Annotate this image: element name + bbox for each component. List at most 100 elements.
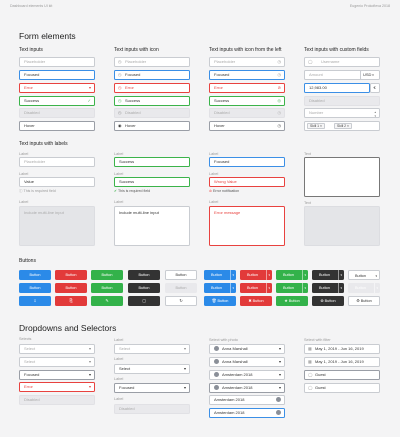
split-button-2-5[interactable]: Button ▾: [348, 283, 380, 293]
labelled-placeholder-input[interactable]: Placeholder: [19, 157, 95, 167]
value-input[interactable]: 12,983.00: [304, 83, 370, 93]
filter-select-2[interactable]: ▦ May 1, 2019 - Jun 16, 2019: [304, 357, 380, 367]
label-4: Label: [114, 152, 124, 156]
split-button-1-2[interactable]: Button ▾: [240, 270, 272, 280]
icon-button-2[interactable]: ✖ Button: [240, 296, 272, 306]
multiline-input[interactable]: Include multi-line input: [114, 206, 190, 246]
skill-tag-2[interactable]: Skill 2 ×: [334, 123, 352, 129]
photo-select-2[interactable]: Anna Marshall ▾: [209, 357, 285, 367]
labelled-select-focused[interactable]: Focused ▾: [114, 383, 190, 393]
button-3-1[interactable]: ⇩: [19, 296, 51, 306]
input-value: Disabled: [214, 110, 230, 115]
labelled-error-input[interactable]: Wrong Value: [209, 177, 285, 187]
icon-left-error-input[interactable]: Error ⊘: [209, 83, 285, 93]
button-1-1[interactable]: Button: [19, 270, 51, 280]
chevron-down-icon[interactable]: ▾: [229, 283, 236, 293]
labelled-select-2[interactable]: Select ▾: [114, 364, 190, 374]
photo-select-6[interactable]: Amsterdam 2018: [209, 408, 285, 418]
split-button-2-2[interactable]: Button ▾: [240, 283, 272, 293]
button-2-4[interactable]: Button: [128, 283, 160, 293]
multiline-error[interactable]: Error message: [209, 206, 285, 246]
photo-select-3[interactable]: Amsterdam 2018 ▾: [209, 370, 285, 380]
icon-focused-input[interactable]: ◷ Focused: [114, 70, 190, 80]
focused-input[interactable]: Focused: [19, 70, 95, 80]
select-default[interactable]: Select ▾: [19, 344, 95, 354]
button-1-3[interactable]: Button: [91, 270, 123, 280]
skill-tag-1[interactable]: Skill 1 ×: [307, 123, 325, 129]
hover-input[interactable]: Hover: [19, 121, 95, 131]
button-3-2[interactable]: ⎘: [55, 296, 87, 306]
split-button-1-3[interactable]: Button ▾: [276, 270, 308, 280]
split-button-1-5[interactable]: Button ▾: [348, 270, 380, 280]
icon-error-input[interactable]: ◷ Error: [114, 83, 190, 93]
labelled-success-input-2[interactable]: Success: [114, 177, 190, 187]
button-2-1[interactable]: Button: [19, 283, 51, 293]
labelled-success-input[interactable]: Success: [114, 157, 190, 167]
icon-button-4[interactable]: ⊗ Button: [312, 296, 344, 306]
chevron-down-icon[interactable]: ▾: [265, 270, 272, 280]
amount-input[interactable]: Amount: [304, 70, 362, 80]
icon-button-3[interactable]: ★ Button: [276, 296, 308, 306]
avatar: [214, 346, 219, 352]
error-input[interactable]: Error ▾: [19, 83, 95, 93]
check-icon: ✓: [87, 98, 91, 103]
text-area-1[interactable]: [304, 157, 380, 197]
stepper-icon[interactable]: ▴ ▾: [374, 109, 376, 118]
select-focused[interactable]: Focused ▾: [19, 370, 95, 380]
filter-select-1[interactable]: ▦ May 1, 2019 - Jun 16, 2019: [304, 344, 380, 354]
split-button-1-1[interactable]: Button ▾: [204, 270, 236, 280]
labelled-value-input[interactable]: Value: [19, 177, 95, 187]
icon-placeholder-input[interactable]: ◷ Placeholder: [114, 57, 190, 67]
labelled-focused-input[interactable]: Focused: [209, 157, 285, 167]
button-1-4[interactable]: Button: [128, 270, 160, 280]
chevron-down-icon[interactable]: ▾: [372, 271, 379, 279]
chevron-down-icon: ▾: [183, 385, 186, 390]
chevron-down-icon[interactable]: ▾: [301, 283, 308, 293]
chevron-down-icon[interactable]: ▾: [301, 270, 308, 280]
icon-hover-input[interactable]: ◉ Hover: [114, 121, 190, 131]
avatar: [276, 409, 281, 417]
button-1-5[interactable]: Button: [165, 270, 197, 280]
username-input[interactable]: ◯ Username: [304, 57, 380, 67]
button-3-3[interactable]: ✎: [91, 296, 123, 306]
select-value: May 1, 2019 - Jun 16, 2019: [315, 359, 364, 364]
dd-label-1: Label: [114, 338, 124, 342]
filter-select-4[interactable]: ◯ Guest: [304, 383, 380, 393]
chevron-down-icon[interactable]: ▾: [265, 283, 272, 293]
icon-left-placeholder-input[interactable]: Placeholder ◷: [209, 57, 285, 67]
select-error[interactable]: Error ▾: [19, 382, 95, 392]
icon-left-hover-input[interactable]: Hover ◷: [209, 121, 285, 131]
split-button-1-4[interactable]: Button ▾: [312, 270, 344, 280]
button-2-2[interactable]: Button: [55, 283, 87, 293]
button-1-2[interactable]: Button: [55, 270, 87, 280]
placeholder-input[interactable]: Placeholder: [19, 57, 95, 67]
label-8: Label: [209, 172, 219, 176]
avatar: [214, 372, 219, 378]
filter-select-3[interactable]: ◯ Guest: [304, 370, 380, 380]
select-default-2[interactable]: Select ▾: [19, 357, 95, 367]
icon-success-input[interactable]: ◷ Success: [114, 96, 190, 106]
photo-select-4[interactable]: Amsterdam 2018 ▾: [209, 383, 285, 393]
photo-select-1[interactable]: Anna Marshall ▾: [209, 344, 285, 354]
icon-left-focused-input[interactable]: Focused ◷: [209, 70, 285, 80]
button-3-5[interactable]: ↻: [165, 296, 197, 306]
success-input[interactable]: Success ✓: [19, 96, 95, 106]
labelled-select-1[interactable]: Select ▾: [114, 344, 190, 354]
button-3-4[interactable]: ▢: [128, 296, 160, 306]
button-2-3[interactable]: Button: [91, 283, 123, 293]
split-button-2-1[interactable]: Button ▾: [204, 283, 236, 293]
icon-left-success-input[interactable]: Success ◎: [209, 96, 285, 106]
photo-select-5[interactable]: Amsterdam 2018: [209, 395, 285, 405]
icon-button-1[interactable]: 🗑 Button: [204, 296, 236, 306]
icon-button-5[interactable]: ⚙ Button: [348, 296, 380, 306]
check-circle-icon: ◎: [277, 98, 282, 103]
split-button-2-4[interactable]: Button ▾: [312, 283, 344, 293]
currency-select[interactable]: USD ▾: [360, 70, 380, 80]
chevron-down-icon[interactable]: ▾: [229, 270, 236, 280]
chevron-down-icon[interactable]: ▾: [337, 283, 344, 293]
number-input[interactable]: Number ▴ ▾: [304, 108, 380, 118]
split-button-label: Button: [319, 273, 330, 277]
split-button-2-3[interactable]: Button ▾: [276, 283, 308, 293]
chevron-down-icon[interactable]: ▾: [373, 283, 380, 293]
chevron-down-icon[interactable]: ▾: [337, 270, 344, 280]
